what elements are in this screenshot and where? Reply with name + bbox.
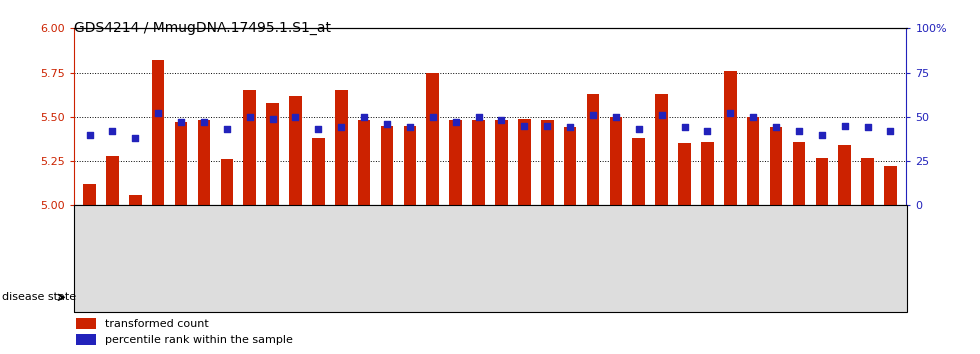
Bar (610, 117, 622, 205)
Bar (541, 120, 554, 205)
Bar (426, 73, 439, 205)
Bar (793, 142, 806, 205)
Point (676, 125, 692, 130)
Point (311, 126, 326, 132)
Bar (450, 120, 462, 205)
Bar (632, 138, 645, 205)
Bar (83, 184, 96, 205)
Point (379, 121, 395, 127)
Bar (656, 94, 668, 205)
Point (265, 116, 280, 121)
Point (654, 112, 669, 118)
Bar (815, 158, 828, 205)
Bar (76, 318, 96, 329)
Point (173, 119, 189, 125)
Bar (472, 120, 485, 205)
Point (608, 114, 623, 120)
Point (814, 132, 830, 137)
Bar (884, 166, 897, 205)
Point (631, 126, 647, 132)
Text: SIV encephalitis: SIV encephalitis (651, 291, 746, 304)
Bar (312, 138, 324, 205)
Bar (839, 145, 851, 205)
Bar (701, 142, 713, 205)
Point (219, 126, 234, 132)
Bar (289, 96, 302, 205)
Point (448, 119, 464, 125)
Point (105, 128, 121, 134)
Bar (335, 90, 348, 205)
Point (859, 125, 875, 130)
Bar (587, 94, 600, 205)
Bar (106, 156, 119, 205)
Point (563, 125, 578, 130)
Bar (769, 127, 782, 205)
Point (494, 118, 510, 123)
Bar (129, 195, 141, 205)
Bar (495, 120, 508, 205)
Bar (861, 158, 874, 205)
Bar (724, 71, 737, 205)
Text: transformed count: transformed count (106, 319, 209, 329)
Point (196, 119, 212, 125)
Point (150, 110, 166, 116)
Point (768, 125, 784, 130)
Text: GDS4214 / MmugDNA.17495.1.S1_at: GDS4214 / MmugDNA.17495.1.S1_at (74, 21, 330, 35)
Point (539, 123, 555, 129)
Bar (76, 334, 96, 346)
Bar (490, 281, 906, 313)
Text: healthy control: healthy control (237, 291, 326, 304)
Bar (243, 90, 256, 205)
Bar (747, 117, 760, 205)
Bar (174, 122, 187, 205)
Point (722, 110, 738, 116)
Point (402, 125, 417, 130)
Bar (74, 281, 490, 313)
Bar (678, 143, 691, 205)
Bar (198, 120, 211, 205)
Point (700, 128, 715, 134)
Point (791, 128, 807, 134)
Text: percentile rank within the sample: percentile rank within the sample (106, 335, 293, 345)
Point (746, 114, 761, 120)
Point (883, 128, 899, 134)
Point (357, 114, 372, 120)
Point (333, 125, 349, 130)
Bar (152, 60, 165, 205)
Point (127, 135, 143, 141)
Point (425, 114, 441, 120)
Point (81, 132, 97, 137)
Bar (564, 127, 576, 205)
Bar (518, 119, 530, 205)
Bar (267, 103, 279, 205)
Bar (404, 126, 416, 205)
Point (516, 123, 532, 129)
Text: disease state: disease state (2, 292, 76, 302)
Point (470, 114, 486, 120)
Point (288, 114, 304, 120)
Point (837, 123, 853, 129)
Bar (358, 120, 370, 205)
Bar (380, 126, 393, 205)
Point (585, 112, 601, 118)
Bar (220, 159, 233, 205)
Point (242, 114, 258, 120)
